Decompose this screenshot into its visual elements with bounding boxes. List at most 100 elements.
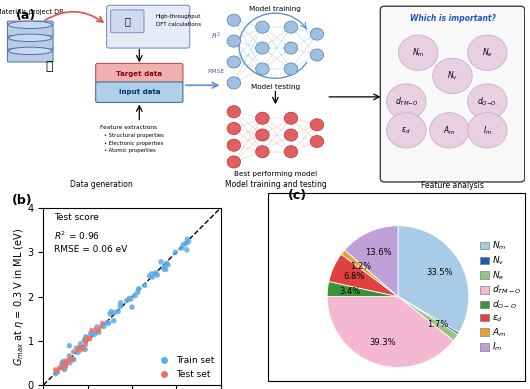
Point — [65, 343, 74, 349]
Y-axis label: $G_{max}$ at $\eta$ = 0.3 V in ML (eV): $G_{max}$ at $\eta$ = 0.3 V in ML (eV) — [12, 228, 26, 366]
Circle shape — [227, 123, 241, 135]
Point — [57, 365, 66, 371]
Point — [157, 259, 165, 265]
Point — [86, 336, 94, 342]
Point — [110, 318, 118, 324]
Point — [59, 359, 68, 366]
Text: 1.7%: 1.7% — [427, 320, 448, 329]
Point — [68, 357, 77, 363]
Point — [152, 270, 160, 276]
Circle shape — [430, 113, 469, 148]
Point — [163, 260, 171, 266]
Text: Model testing: Model testing — [251, 84, 300, 89]
Point — [116, 303, 125, 309]
Point — [96, 324, 104, 330]
Wedge shape — [344, 226, 398, 296]
Point — [160, 264, 169, 270]
Text: 🔍: 🔍 — [46, 60, 53, 73]
Point — [162, 266, 170, 273]
Wedge shape — [327, 296, 454, 367]
Legend: $N_m$, $N_v$, $N_e$, $d_{TM-O}$, $d_{O-O}$, $\varepsilon_d$, $A_m$, $I_m$: $N_m$, $N_v$, $N_e$, $d_{TM-O}$, $d_{O-O… — [477, 237, 525, 356]
Text: 1.2%: 1.2% — [350, 262, 371, 271]
Circle shape — [310, 119, 324, 131]
Point — [74, 349, 82, 356]
Point — [135, 286, 143, 292]
Text: $I_m$: $I_m$ — [483, 124, 492, 137]
Point — [94, 329, 103, 336]
Circle shape — [284, 42, 298, 54]
Point — [131, 293, 139, 299]
Point — [75, 344, 84, 350]
Text: Data generation: Data generation — [70, 180, 132, 189]
Point — [81, 346, 90, 352]
Point — [62, 360, 70, 366]
Text: DFT calculations: DFT calculations — [156, 22, 201, 27]
Point — [140, 282, 149, 289]
Point — [51, 366, 59, 373]
Point — [74, 345, 83, 352]
Text: (c): (c) — [288, 189, 307, 202]
Text: Best performing model: Best performing model — [234, 171, 317, 177]
Point — [76, 347, 85, 353]
Point — [76, 341, 85, 347]
Point — [59, 361, 68, 367]
Text: 13.6%: 13.6% — [365, 248, 391, 257]
Point — [87, 327, 96, 333]
Point — [72, 345, 81, 351]
Point — [128, 304, 136, 310]
Ellipse shape — [8, 47, 52, 54]
Circle shape — [227, 139, 241, 151]
Circle shape — [255, 146, 269, 158]
Text: Which is important?: Which is important? — [410, 14, 496, 23]
Circle shape — [227, 14, 241, 26]
Point — [51, 371, 60, 377]
Ellipse shape — [8, 34, 52, 42]
Point — [81, 337, 89, 343]
Point — [83, 335, 92, 342]
Point — [81, 337, 90, 343]
Text: Input data: Input data — [119, 89, 160, 95]
Point — [171, 249, 180, 256]
Text: $d_{TM\!-\!O}$: $d_{TM\!-\!O}$ — [394, 95, 418, 108]
Point — [98, 320, 107, 326]
Circle shape — [284, 21, 298, 33]
Point — [55, 365, 63, 371]
Text: High-throughput: High-throughput — [156, 14, 201, 19]
Point — [122, 297, 131, 303]
Point — [99, 322, 107, 328]
Text: Target data: Target data — [116, 71, 162, 77]
Wedge shape — [327, 282, 398, 296]
Point — [60, 366, 69, 373]
Point — [127, 296, 135, 302]
FancyBboxPatch shape — [96, 63, 183, 84]
Text: 6.8%: 6.8% — [343, 272, 365, 281]
Circle shape — [255, 63, 269, 75]
Point — [53, 369, 61, 375]
Text: 39.3%: 39.3% — [369, 338, 395, 347]
FancyBboxPatch shape — [111, 10, 144, 33]
Circle shape — [310, 135, 324, 147]
Point — [59, 358, 68, 364]
Point — [179, 242, 188, 248]
Text: $R^2$: $R^2$ — [210, 31, 220, 42]
Text: Model training: Model training — [250, 7, 302, 12]
Ellipse shape — [8, 21, 52, 28]
Point — [66, 359, 74, 366]
FancyBboxPatch shape — [7, 21, 53, 36]
Point — [145, 273, 154, 279]
Text: • Structural properties: • Structural properties — [104, 133, 164, 138]
Text: 33.5%: 33.5% — [427, 268, 453, 277]
Point — [184, 238, 193, 245]
Text: $\varepsilon_d$: $\varepsilon_d$ — [402, 125, 411, 136]
Point — [69, 349, 77, 355]
Text: Model training and testing: Model training and testing — [225, 180, 326, 189]
Circle shape — [227, 56, 241, 68]
Text: (b): (b) — [12, 194, 32, 207]
Text: $R^2$ = 0.96: $R^2$ = 0.96 — [54, 229, 100, 242]
Text: Materials project DB: Materials project DB — [0, 9, 64, 15]
Point — [86, 331, 95, 337]
Point — [117, 300, 125, 306]
Wedge shape — [398, 296, 458, 341]
Point — [52, 368, 61, 375]
Text: RMSE: RMSE — [207, 69, 224, 74]
